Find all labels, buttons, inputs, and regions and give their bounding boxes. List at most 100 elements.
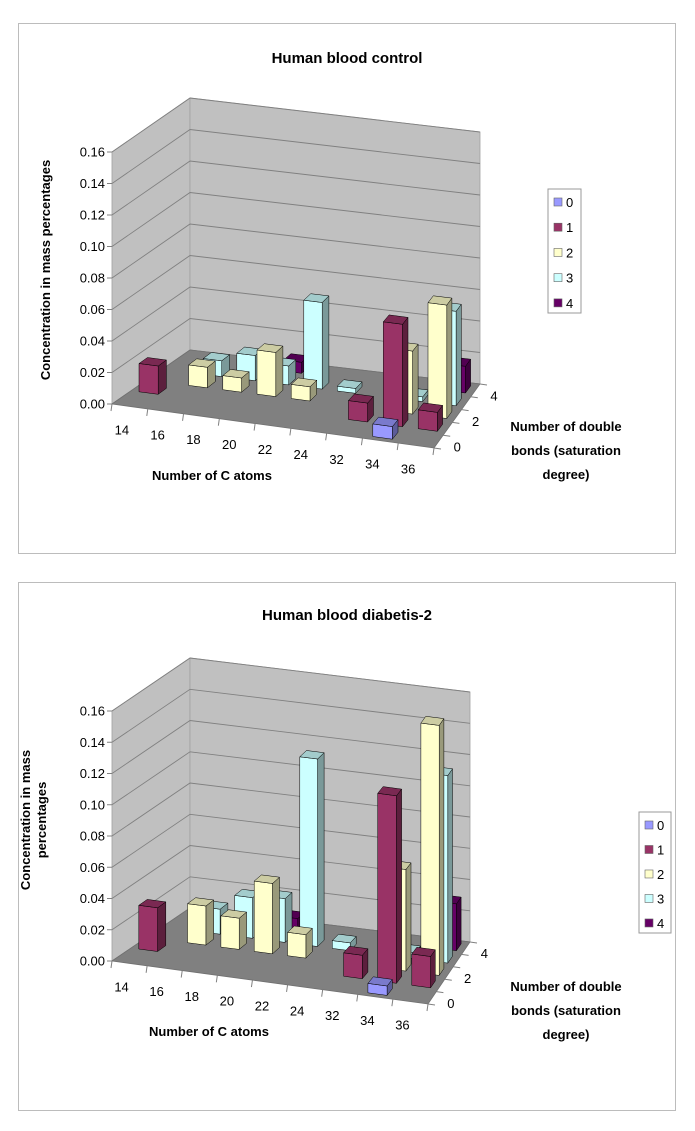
gridline <box>111 782 471 837</box>
y-tick-label: 0.04 <box>80 334 105 349</box>
y-tick-label: 0.02 <box>80 365 105 380</box>
x-tick-mark <box>396 443 399 451</box>
gridline <box>111 97 481 153</box>
y-tick-label: 0.06 <box>80 860 105 875</box>
legend-label: 1 <box>566 220 573 235</box>
gridline <box>111 845 471 899</box>
z-tick-mark <box>452 421 460 424</box>
bar-top <box>186 897 215 907</box>
legend-label: 0 <box>657 818 664 833</box>
z-axis-title-line: Number of double <box>510 419 621 434</box>
legend-swatch <box>644 820 654 830</box>
y-tick-label: 0.12 <box>80 766 105 781</box>
bar-36-db2 <box>427 295 453 420</box>
bar-front <box>303 299 323 390</box>
x-tick-mark <box>145 965 148 973</box>
bar-side <box>275 345 284 398</box>
z-tick-label: 4 <box>490 388 497 403</box>
x-tick-label: 14 <box>114 979 128 994</box>
bar-22-db3 <box>299 750 325 948</box>
x-tick-mark <box>360 438 363 446</box>
bar-front <box>220 915 240 950</box>
bar-top <box>290 377 318 388</box>
legend-label: 2 <box>657 867 664 882</box>
bar-front <box>343 952 363 979</box>
bar-front <box>348 400 368 423</box>
bar-front <box>138 905 158 952</box>
z-tick-mark <box>436 991 444 994</box>
bar-front <box>411 953 431 989</box>
y-tick-label: 0.14 <box>80 176 105 191</box>
y-axis-title-line: percentages <box>34 782 49 859</box>
gridline <box>111 876 471 931</box>
gridline <box>111 255 481 310</box>
legend-label: 0 <box>566 195 573 210</box>
x-axis-title: Number of C atoms <box>152 468 272 483</box>
bar-front <box>188 364 208 389</box>
legend-label: 2 <box>566 245 573 260</box>
bar-22-db2 <box>286 925 313 959</box>
bar-top <box>336 379 363 389</box>
z-tick-mark <box>461 953 469 956</box>
x-tick-mark <box>432 447 435 456</box>
bar-side <box>272 876 280 955</box>
legend-swatch <box>644 869 654 879</box>
bar-top <box>377 786 403 797</box>
x-tick-mark <box>217 418 220 426</box>
bar-front <box>287 932 307 959</box>
bar-top <box>138 357 168 367</box>
x-tick-mark <box>391 999 394 1007</box>
x-tick-label: 22 <box>258 442 272 457</box>
bar-36-db2 <box>420 716 445 977</box>
bar-top <box>187 358 216 368</box>
x-tick-mark <box>215 975 218 983</box>
x-tick-mark <box>250 980 253 988</box>
bar-top <box>202 352 231 362</box>
legend-label: 3 <box>657 891 664 906</box>
bar-side <box>405 862 412 972</box>
bar-side <box>396 788 402 985</box>
x-tick-mark <box>356 994 359 1002</box>
bar-front <box>299 756 318 947</box>
bar-side <box>446 297 453 420</box>
z-tick-mark <box>461 409 469 412</box>
bar-front <box>256 349 277 397</box>
bar-side <box>455 303 462 407</box>
legend-swatch <box>553 273 563 282</box>
bar-16-db2 <box>187 358 216 389</box>
legend-swatch <box>644 845 654 854</box>
y-tick-label: 0.10 <box>80 797 105 812</box>
x-tick-mark <box>180 970 183 978</box>
gridline <box>111 751 471 806</box>
y-tick-label: 0.16 <box>80 704 105 719</box>
bar-34-db0 <box>367 976 393 997</box>
gridline <box>111 688 471 743</box>
bar-top <box>420 716 445 726</box>
y-tick-label: 0.00 <box>80 954 105 969</box>
gridline <box>111 223 481 279</box>
bar-top <box>372 416 399 427</box>
bar-front <box>377 793 397 984</box>
y-tick-label: 0.10 <box>80 239 105 254</box>
bar-front <box>417 409 438 432</box>
legend-swatch <box>553 222 563 232</box>
z-tick-label: 2 <box>472 414 479 429</box>
x-tick-label: 20 <box>222 437 236 452</box>
y-axis-title-line: Concentration in mass <box>18 750 33 890</box>
bar-top <box>427 295 453 306</box>
x-tick-label: 24 <box>290 1003 304 1018</box>
bar-top <box>382 314 409 325</box>
legend-swatch <box>553 248 563 257</box>
y-tick-label: 0.14 <box>80 735 105 750</box>
x-tick-label: 36 <box>401 462 415 477</box>
bar-top <box>411 947 436 957</box>
x-tick-label: 32 <box>329 452 343 467</box>
x-tick-mark <box>289 428 292 436</box>
gridline <box>111 813 471 868</box>
bar-side <box>447 767 453 964</box>
bar-side <box>157 901 167 952</box>
bar-34-db1 <box>382 314 409 428</box>
x-tick-mark <box>146 408 149 416</box>
